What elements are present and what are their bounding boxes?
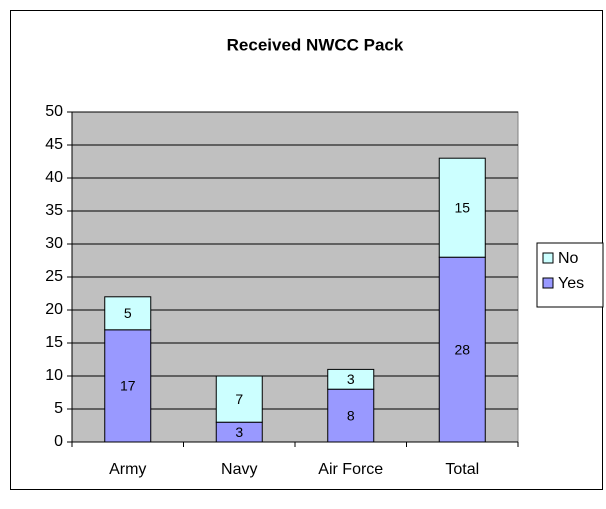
data-label: 17 — [120, 378, 136, 394]
data-label: 5 — [124, 305, 132, 321]
x-tick-label: Total — [445, 461, 479, 478]
y-tick-label: 25 — [45, 268, 63, 285]
y-tick-label: 20 — [45, 301, 63, 318]
legend-swatch — [542, 252, 554, 264]
chart-title: Received NWCC Pack — [227, 35, 404, 54]
legend-label: No — [558, 250, 579, 267]
bar — [438, 157, 486, 258]
y-tick-label: 40 — [45, 169, 63, 186]
y-tick-label: 30 — [45, 235, 63, 252]
bar — [104, 329, 152, 443]
y-tick-label: 5 — [54, 400, 63, 417]
data-label: 15 — [454, 199, 470, 215]
data-label: 8 — [347, 407, 355, 423]
legend-swatch — [542, 277, 554, 289]
bar — [438, 256, 486, 443]
y-tick-label: 0 — [54, 433, 63, 450]
data-label: 3 — [347, 371, 355, 387]
legend-label: Yes — [558, 275, 584, 292]
y-tick-label: 50 — [45, 103, 63, 120]
bar — [215, 375, 263, 423]
data-label: 7 — [235, 391, 243, 407]
bar — [327, 368, 375, 390]
data-label: 3 — [235, 424, 243, 440]
y-tick-label: 15 — [45, 334, 63, 351]
x-tick-label: Air Force — [318, 461, 383, 478]
y-tick-label: 45 — [45, 136, 63, 153]
bar — [104, 296, 152, 331]
y-tick-label: 35 — [45, 202, 63, 219]
x-tick-label: Army — [109, 461, 146, 478]
y-tick-label: 10 — [45, 367, 63, 384]
x-tick-label: Navy — [221, 461, 257, 478]
data-label: 28 — [454, 341, 470, 357]
